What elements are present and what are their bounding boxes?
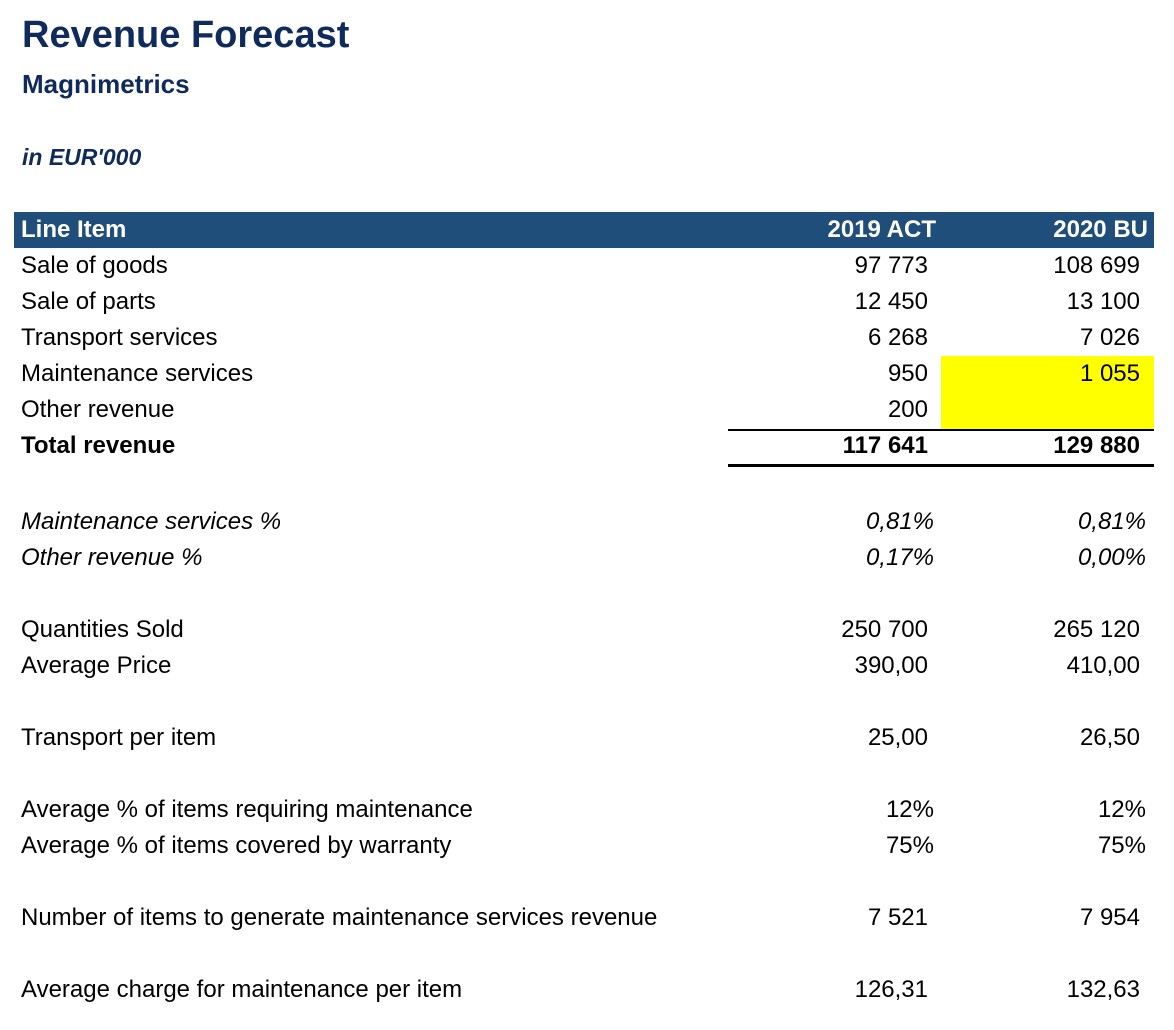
total-2020: 129 880	[1053, 432, 1140, 459]
total-bottom-border	[728, 464, 1154, 467]
row-label: Average % of items requiring maintenance	[21, 796, 473, 823]
total-2019: 117 641	[842, 432, 928, 459]
row-label: Transport services	[21, 324, 218, 351]
value-2019: 0,17%	[865, 544, 934, 571]
driver-row-pct-requiring-maintenance: Average % of items requiring maintenance…	[0, 792, 1174, 828]
value-2020: 132,63	[1066, 976, 1140, 1003]
table-header-bar	[14, 212, 1154, 248]
value-2020: 410,00	[1066, 652, 1140, 679]
value-2020: 108 699	[1053, 252, 1140, 279]
column-header-line-item: Line Item	[21, 216, 127, 243]
driver-row-items-maintenance-revenue: Number of items to generate maintenance …	[0, 900, 1174, 936]
value-2019: 200	[887, 396, 928, 423]
table-row: Other revenue 200	[0, 392, 1174, 428]
driver-row-average-price: Average Price 390,00 410,00	[0, 648, 1174, 684]
row-label: Number of items to generate maintenance …	[21, 904, 658, 931]
value-2020: 1 055	[1079, 360, 1140, 387]
row-label: Average % of items covered by warranty	[21, 832, 452, 859]
value-2019: 0,81%	[865, 508, 934, 535]
row-label: Average Price	[21, 652, 172, 679]
driver-row-transport-per-item: Transport per item 25,00 26,50	[0, 720, 1174, 756]
driver-row-avg-charge-maintenance: Average charge for maintenance per item …	[0, 972, 1174, 1008]
row-label: Quantities Sold	[21, 616, 184, 643]
value-2020: 13 100	[1066, 288, 1140, 315]
total-top-border	[728, 429, 1154, 431]
row-label: Transport per item	[21, 724, 217, 751]
table-row: Transport services 6 268 7 026	[0, 320, 1174, 356]
value-2019: 75%	[885, 832, 934, 859]
value-2019: 950	[887, 360, 928, 387]
table-row: Sale of parts 12 450 13 100	[0, 284, 1174, 320]
highlighted-input-cells	[941, 356, 1154, 430]
total-row: Total revenue 117 641 129 880	[0, 428, 1174, 464]
value-2019: 390,00	[854, 652, 928, 679]
row-label: Sale of goods	[21, 252, 168, 279]
column-header-2019-act: 2019 ACT	[827, 216, 937, 243]
row-label: Other revenue	[21, 396, 175, 423]
percentage-row: Maintenance services % 0,81% 0,81%	[0, 504, 1174, 540]
value-2019: 25,00	[867, 724, 928, 751]
table-row: Sale of goods 97 773 108 699	[0, 248, 1174, 284]
value-2019: 6 268	[867, 324, 928, 351]
company-name: Magnimetrics	[22, 69, 190, 99]
value-2019: 250 700	[841, 616, 928, 643]
total-label: Total revenue	[21, 432, 176, 459]
value-2020: 26,50	[1079, 724, 1140, 751]
value-2020: 0,00%	[1077, 544, 1146, 571]
value-2019: 7 521	[867, 904, 928, 931]
value-2019: 12 450	[854, 288, 928, 315]
value-2020: 0,81%	[1077, 508, 1146, 535]
row-label: Maintenance services %	[21, 508, 282, 535]
table-row: Maintenance services 950 1 055	[0, 356, 1174, 392]
value-2020: 12%	[1097, 796, 1146, 823]
row-label: Maintenance services	[21, 360, 254, 387]
value-2019: 126,31	[854, 976, 928, 1003]
value-2020: 75%	[1097, 832, 1146, 859]
value-2020: 7 026	[1079, 324, 1140, 351]
value-2020: 265 120	[1053, 616, 1140, 643]
value-2019: 12%	[885, 796, 934, 823]
page-title: Revenue Forecast	[22, 14, 350, 56]
row-label: Sale of parts	[21, 288, 156, 315]
row-label: Average charge for maintenance per item	[21, 976, 463, 1003]
row-label: Other revenue %	[21, 544, 203, 571]
driver-row-pct-covered-warranty: Average % of items covered by warranty 7…	[0, 828, 1174, 864]
units-note: in EUR'000	[22, 144, 142, 170]
value-2019: 97 773	[854, 252, 928, 279]
percentage-row: Other revenue % 0,17% 0,00%	[0, 540, 1174, 576]
column-header-2020-bu: 2020 BU	[1053, 216, 1148, 243]
value-2020: 7 954	[1079, 904, 1140, 931]
driver-row-quantities-sold: Quantities Sold 250 700 265 120	[0, 612, 1174, 648]
